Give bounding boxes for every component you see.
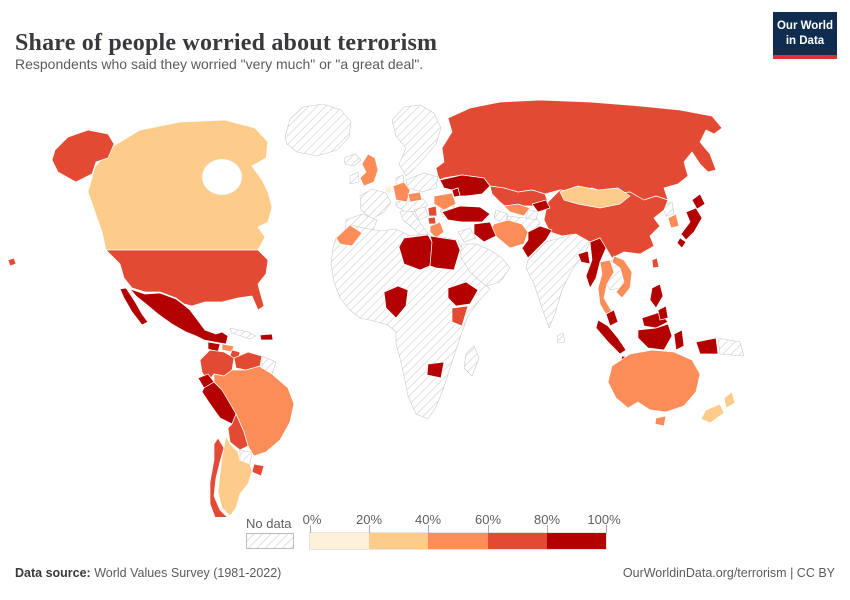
country-madagascar[interactable] bbox=[463, 345, 480, 377]
owid-logo-line2: in Data bbox=[785, 34, 825, 47]
country-uruguay[interactable] bbox=[251, 463, 265, 477]
region-africa-no-data[interactable] bbox=[330, 224, 491, 420]
owid-logo-line1: Our World bbox=[776, 20, 833, 32]
country-ukraine[interactable] bbox=[439, 174, 491, 197]
country-chile[interactable] bbox=[209, 437, 228, 517]
country-brazil[interactable] bbox=[213, 365, 295, 457]
country-iceland[interactable] bbox=[343, 153, 362, 167]
legend-bin-40-60[interactable] bbox=[428, 533, 488, 549]
country-serbia[interactable] bbox=[427, 205, 438, 217]
country-bolivia[interactable] bbox=[227, 413, 249, 451]
country-australia[interactable] bbox=[607, 349, 701, 427]
country-egypt[interactable] bbox=[429, 235, 461, 271]
country-levant[interactable] bbox=[457, 227, 477, 243]
country-iraq[interactable] bbox=[473, 221, 497, 243]
legend-tick-100 bbox=[606, 525, 607, 533]
country-ethiopia[interactable] bbox=[447, 281, 479, 307]
country-japan[interactable] bbox=[676, 193, 706, 249]
country-nigeria[interactable] bbox=[383, 285, 409, 319]
country-balkans-west[interactable] bbox=[413, 206, 429, 221]
country-turkey[interactable] bbox=[441, 205, 491, 223]
country-philippines[interactable] bbox=[649, 283, 669, 321]
country-new-zealand[interactable] bbox=[700, 391, 736, 424]
country-mongolia[interactable] bbox=[559, 185, 631, 209]
data-source-text: World Values Survey (1981-2022) bbox=[90, 566, 282, 580]
hudson-bay bbox=[201, 158, 243, 196]
country-india[interactable] bbox=[525, 233, 591, 329]
country-netherlands[interactable] bbox=[384, 184, 393, 194]
legend-no-data-swatch[interactable] bbox=[246, 533, 294, 549]
country-albania[interactable] bbox=[427, 216, 437, 225]
data-source-label: Data source: bbox=[15, 566, 91, 580]
legend-label-0: 0% bbox=[302, 512, 322, 527]
legend-color-bar bbox=[309, 532, 607, 550]
country-usa[interactable] bbox=[7, 129, 269, 311]
country-czechia[interactable] bbox=[407, 191, 423, 203]
country-romania[interactable] bbox=[433, 192, 457, 211]
country-moldova[interactable] bbox=[451, 187, 461, 198]
page-title: Share of people worried about terrorism bbox=[15, 30, 438, 57]
country-zimbabwe[interactable] bbox=[426, 361, 445, 379]
country-ireland[interactable] bbox=[349, 171, 360, 185]
country-uk[interactable] bbox=[359, 153, 379, 187]
country-poland-baltics[interactable] bbox=[405, 172, 439, 193]
country-tajikistan[interactable] bbox=[525, 209, 539, 221]
country-vietnam[interactable] bbox=[611, 255, 633, 299]
legend-bin-60-80[interactable] bbox=[487, 533, 547, 549]
country-iran[interactable] bbox=[489, 219, 529, 249]
country-morocco[interactable] bbox=[335, 224, 363, 247]
country-sri-lanka[interactable] bbox=[556, 332, 566, 344]
legend-bin-80-100[interactable] bbox=[546, 533, 607, 549]
country-papua-new-guinea[interactable] bbox=[717, 337, 745, 357]
credit-link[interactable]: OurWorldinData.org/terrorism | CC BY bbox=[622, 566, 835, 580]
country-pakistan[interactable] bbox=[521, 225, 553, 259]
country-myanmar[interactable] bbox=[585, 237, 607, 289]
legend-tick-80 bbox=[547, 525, 548, 533]
country-libya[interactable] bbox=[398, 234, 433, 271]
country-greenland[interactable] bbox=[284, 103, 352, 157]
country-kyrgyzstan[interactable] bbox=[531, 199, 551, 213]
legend-bin-0-20[interactable] bbox=[310, 533, 370, 549]
country-mexico[interactable] bbox=[119, 287, 229, 345]
legend-label-40: 40% bbox=[414, 512, 442, 527]
country-canada[interactable] bbox=[87, 119, 273, 251]
country-south-korea[interactable] bbox=[667, 213, 680, 229]
data-source: Data source: World Values Survey (1981-2… bbox=[15, 566, 281, 580]
legend-bin-20-40[interactable] bbox=[369, 533, 429, 549]
chart-subtitle: Respondents who said they worried "very … bbox=[15, 56, 424, 72]
country-scandinavia[interactable] bbox=[391, 104, 442, 177]
legend-tick-40 bbox=[428, 525, 429, 533]
legend-label-80: 80% bbox=[533, 512, 561, 527]
owid-logo[interactable]: Our World in Data bbox=[773, 12, 837, 59]
legend-label-20: 20% bbox=[355, 512, 383, 527]
country-malaysia[interactable] bbox=[605, 309, 669, 329]
country-cuba[interactable] bbox=[229, 327, 257, 340]
country-greece[interactable] bbox=[429, 221, 445, 239]
country-haiti[interactable] bbox=[259, 333, 274, 341]
world-choropleth-map bbox=[7, 99, 745, 517]
country-uzbekistan[interactable] bbox=[503, 203, 531, 217]
country-taiwan[interactable] bbox=[651, 257, 660, 269]
legend-label-100: 100% bbox=[587, 512, 621, 527]
legend-tick-0 bbox=[310, 525, 311, 533]
legend-tick-20 bbox=[369, 525, 370, 533]
country-argentina[interactable] bbox=[217, 435, 253, 517]
country-bangladesh[interactable] bbox=[577, 250, 591, 265]
legend-no-data-label: No data bbox=[246, 516, 292, 531]
country-france[interactable] bbox=[359, 188, 392, 220]
country-arabia[interactable] bbox=[459, 243, 511, 287]
legend-label-60: 60% bbox=[474, 512, 502, 527]
country-kenya[interactable] bbox=[451, 305, 469, 327]
legend-tick-60 bbox=[488, 525, 489, 533]
map-legend: No data 0% 20% 40% 60% 80% bbox=[0, 512, 850, 554]
